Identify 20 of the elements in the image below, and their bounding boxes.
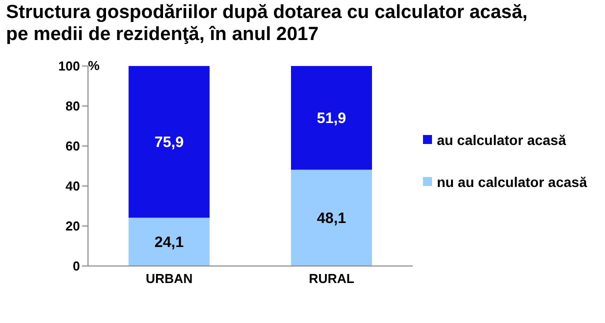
y-tick-label: 40 [66,178,80,194]
legend-label: nu au calculator acasă [436,174,587,190]
y-tick-label: 100 [58,58,80,74]
data-label: 51,9 [316,110,346,128]
data-label: 24,1 [154,234,184,252]
bar [128,218,210,266]
bar [128,66,210,218]
y-axis-title: % [88,58,100,73]
bar [291,66,372,170]
y-tick-label: 0 [72,258,80,274]
x-tick-label: URBAN [146,271,193,286]
bar [291,170,372,266]
data-label: 75,9 [154,134,184,152]
legend-label: au calculator acasă [436,132,566,148]
y-tick-label: 20 [66,218,80,234]
y-tick-label: 80 [66,98,80,114]
chart-title: Structura gospodăriilor după dotarea cu calculator acasă, pe medii de rezidenţă, în anul 2017 [6,2,529,46]
y-tick-label: 60 [66,138,80,154]
x-tick-label: RURAL [308,271,354,286]
data-label: 48,1 [316,210,346,228]
